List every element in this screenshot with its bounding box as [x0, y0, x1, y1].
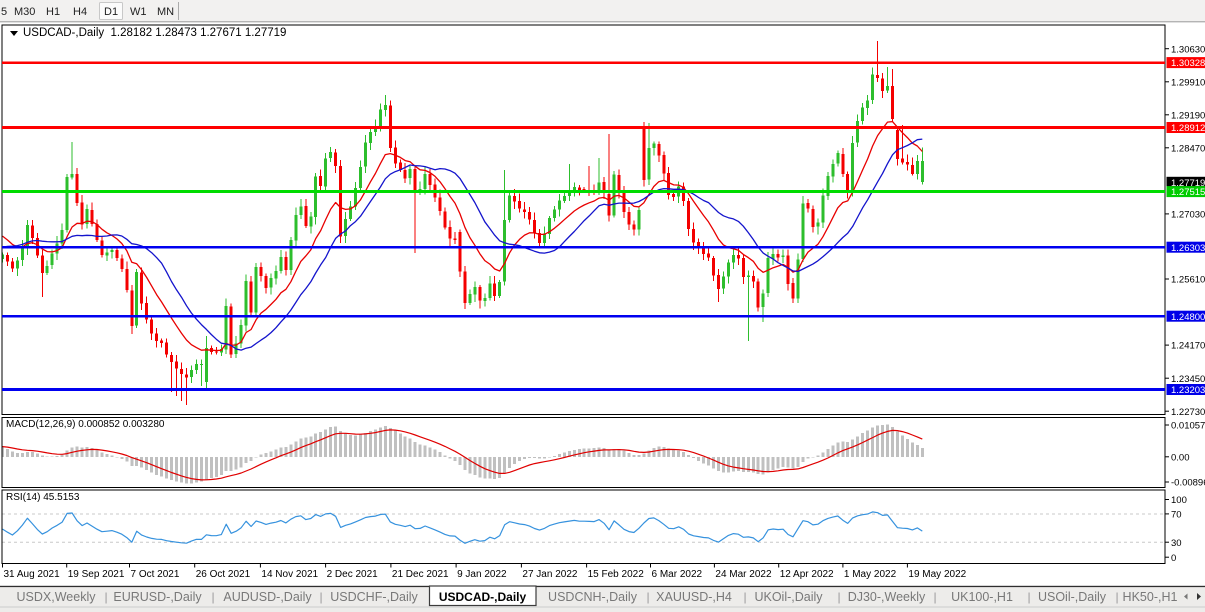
svg-text:-0.00896: -0.00896 [1171, 478, 1205, 489]
svg-text:0.010578: 0.010578 [1171, 421, 1205, 432]
svg-text:7 Oct 2021: 7 Oct 2021 [131, 569, 180, 580]
svg-text:|: | [743, 590, 746, 604]
svg-text:|: | [837, 590, 840, 604]
svg-text:HK50-,H1: HK50-,H1 [1123, 590, 1178, 604]
svg-text:EURUSD-,Daily: EURUSD-,Daily [113, 590, 202, 604]
svg-text:UKOil-,Daily: UKOil-,Daily [754, 590, 823, 604]
svg-text:2 Dec 2021: 2 Dec 2021 [327, 569, 379, 580]
svg-text:9 Jan 2022: 9 Jan 2022 [457, 569, 507, 580]
svg-text:1.25610: 1.25610 [1171, 275, 1205, 286]
svg-text:24 Mar 2022: 24 Mar 2022 [715, 569, 772, 580]
svg-text:USDCNH-,Daily: USDCNH-,Daily [548, 590, 638, 604]
svg-text:1.27719: 1.27719 [1171, 178, 1205, 189]
svg-text:14 Nov 2021: 14 Nov 2021 [261, 569, 318, 580]
svg-text:USOil-,Daily: USOil-,Daily [1038, 590, 1107, 604]
svg-text:19 Sep 2021: 19 Sep 2021 [68, 569, 125, 580]
svg-text:21 Dec 2021: 21 Dec 2021 [392, 569, 449, 580]
svg-text:W1: W1 [130, 6, 147, 18]
svg-text:|: | [104, 590, 107, 604]
svg-text:27 Jan 2022: 27 Jan 2022 [522, 569, 577, 580]
svg-text:1.24800: 1.24800 [1171, 312, 1205, 323]
svg-text:USDCHF-,Daily: USDCHF-,Daily [330, 590, 418, 604]
svg-text:70: 70 [1171, 510, 1182, 521]
svg-text:1.29190: 1.29190 [1171, 110, 1205, 121]
svg-text:6 Mar 2022: 6 Mar 2022 [652, 569, 703, 580]
svg-text:H1: H1 [46, 6, 60, 18]
svg-text:1.28912: 1.28912 [1171, 123, 1205, 134]
svg-text:MACD(12,26,9) 0.000852 0.00328: MACD(12,26,9) 0.000852 0.003280 [6, 419, 165, 430]
svg-text:1.22730: 1.22730 [1171, 407, 1205, 418]
svg-text:5: 5 [1, 6, 7, 18]
svg-text:|: | [319, 590, 322, 604]
svg-text:1.28470: 1.28470 [1171, 143, 1205, 154]
svg-text:1.24170: 1.24170 [1171, 341, 1205, 352]
svg-text:AUDUSD-,Daily: AUDUSD-,Daily [223, 590, 312, 604]
svg-text:UK100-,H1: UK100-,H1 [951, 590, 1013, 604]
svg-text:|: | [933, 590, 936, 604]
svg-text:1.29910: 1.29910 [1171, 77, 1205, 88]
svg-text:15 Feb 2022: 15 Feb 2022 [588, 569, 645, 580]
svg-text:M30: M30 [14, 6, 35, 18]
svg-text:MN: MN [157, 6, 174, 18]
svg-text:1 May 2022: 1 May 2022 [844, 569, 897, 580]
svg-text:USDCAD-,Daily 1.28182 1.28473: USDCAD-,Daily 1.28182 1.28473 1.27671 1.… [23, 27, 286, 39]
svg-text:1.27515: 1.27515 [1171, 187, 1205, 198]
svg-text:1.23203: 1.23203 [1171, 385, 1205, 396]
svg-text:1.30328: 1.30328 [1171, 58, 1205, 69]
svg-text:30: 30 [1171, 538, 1182, 549]
svg-text:0.00: 0.00 [1171, 452, 1190, 463]
svg-text:XAUUSD-,H4: XAUUSD-,H4 [656, 590, 732, 604]
svg-text:100: 100 [1171, 495, 1187, 506]
svg-text:RSI(14) 45.5153: RSI(14) 45.5153 [6, 492, 80, 503]
svg-text:USDCAD-,Daily: USDCAD-,Daily [439, 590, 527, 604]
svg-text:|: | [1115, 590, 1118, 604]
svg-text:1.23450: 1.23450 [1171, 374, 1205, 385]
svg-text:DJ30-,Weekly: DJ30-,Weekly [848, 590, 926, 604]
svg-text:1.26303: 1.26303 [1171, 243, 1205, 254]
svg-text:USDX,Weekly: USDX,Weekly [17, 590, 97, 604]
svg-text:12 Apr 2022: 12 Apr 2022 [780, 569, 834, 580]
svg-text:31 Aug 2021: 31 Aug 2021 [4, 569, 61, 580]
svg-text:H4: H4 [73, 6, 87, 18]
svg-text:1.30630: 1.30630 [1171, 44, 1205, 55]
svg-text:1.27030: 1.27030 [1171, 210, 1205, 221]
svg-text:26 Oct 2021: 26 Oct 2021 [196, 569, 251, 580]
svg-text:|: | [646, 590, 649, 604]
svg-text:|: | [211, 590, 214, 604]
svg-text:0: 0 [1171, 553, 1176, 564]
svg-text:D1: D1 [104, 6, 118, 18]
svg-text:|: | [1027, 590, 1030, 604]
svg-text:19 May 2022: 19 May 2022 [908, 569, 966, 580]
